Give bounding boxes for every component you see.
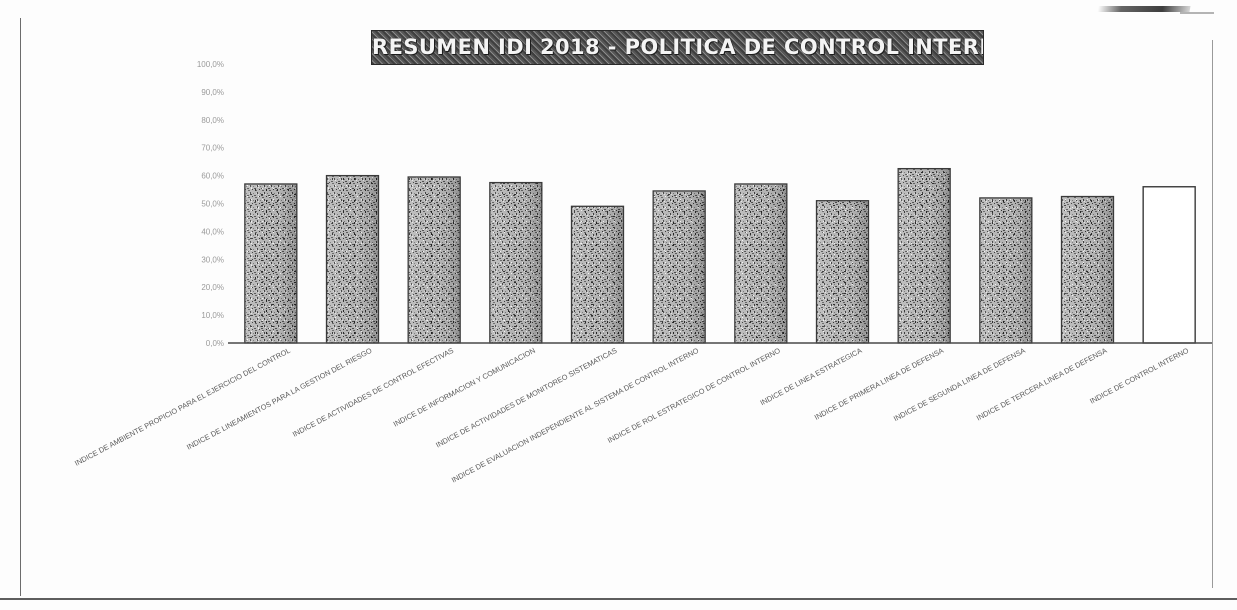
bar bbox=[652, 190, 706, 344]
bar bbox=[570, 205, 625, 344]
bar bbox=[489, 181, 543, 344]
x-axis-category-labels: INDICE DE AMBIENTE PROPICIO PARA EL EJER… bbox=[73, 346, 1190, 485]
category-label: INDICE DE ACTIVIDADES DE MONITOREO SISTE… bbox=[434, 346, 618, 450]
bar bbox=[325, 174, 380, 344]
category-label: INDICE DE ACTIVIDADES DE CONTROL EFECTIV… bbox=[291, 346, 455, 439]
y-tick-label: 70,0% bbox=[201, 144, 224, 153]
y-tick-label: 30,0% bbox=[201, 255, 224, 264]
y-tick-label: 0,0% bbox=[206, 339, 224, 348]
y-tick-label: 10,0% bbox=[201, 311, 224, 320]
bar bbox=[897, 167, 951, 344]
y-tick-label: 80,0% bbox=[201, 116, 224, 125]
category-label: INDICE DE SEGUNDA LINEA DE DEFENSA bbox=[892, 346, 1027, 423]
chart-title: RESUMEN IDI 2018 - POLITICA DE CONTROL I… bbox=[371, 30, 984, 65]
category-label: INDICE DE TERCERA LINEA DE DEFENSA bbox=[975, 346, 1109, 423]
y-axis-tick-labels: 0,0% 10,0% 20,0% 30,0% 40,0% 50,0% 60,0% 70,0% 8… bbox=[197, 60, 224, 348]
bar-shading bbox=[408, 176, 461, 343]
y-tick-label: 90,0% bbox=[201, 88, 224, 97]
y-tick-label: 50,0% bbox=[201, 200, 224, 209]
bar-shading bbox=[244, 183, 297, 343]
category-label: INDICE DE INFORMACION Y COMUNICACION bbox=[392, 346, 537, 429]
bar-shading bbox=[734, 183, 787, 343]
bar-shading bbox=[571, 206, 624, 343]
bar-shading bbox=[898, 168, 951, 343]
bar bbox=[1060, 195, 1115, 344]
scan-smudge-mark-small bbox=[1180, 12, 1214, 14]
category-label: INDICE DE LINEAMIENTOS PARA LA GESTION D… bbox=[185, 346, 374, 452]
bar-fill bbox=[1142, 186, 1196, 344]
page-border-left bbox=[20, 18, 21, 596]
y-tick-label: 20,0% bbox=[201, 283, 224, 292]
category-label: INDICE DE PRIMERA LINEA DE DEFENSA bbox=[813, 346, 945, 422]
bar-shading bbox=[816, 200, 869, 343]
bar bbox=[1142, 186, 1196, 344]
bar-shading bbox=[653, 190, 706, 343]
bar bbox=[407, 176, 461, 344]
bar-series bbox=[244, 167, 1196, 344]
category-label: INDICE DE ROL ESTRATEGICO DE CONTROL INT… bbox=[606, 346, 782, 445]
bar bbox=[979, 197, 1033, 344]
bar-shading bbox=[326, 175, 379, 343]
bar bbox=[244, 183, 298, 344]
bar bbox=[734, 183, 788, 344]
bar-shading bbox=[1061, 196, 1114, 343]
page-border-bottom bbox=[0, 598, 1237, 600]
bar-shading bbox=[979, 197, 1032, 343]
bar bbox=[815, 200, 870, 344]
y-tick-label: 60,0% bbox=[201, 172, 224, 181]
y-tick-label: 40,0% bbox=[201, 227, 224, 236]
page-border-right bbox=[1212, 40, 1213, 588]
bar-shading bbox=[489, 182, 542, 343]
y-tick-label: 100,0% bbox=[197, 60, 224, 69]
